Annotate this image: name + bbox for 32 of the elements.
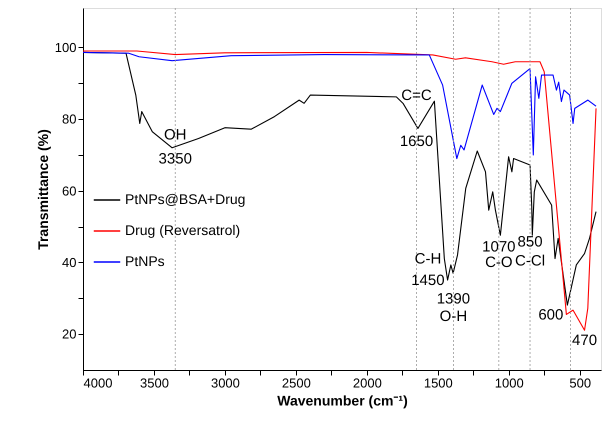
annotation: 1390 xyxy=(436,290,470,308)
annotation: 850 xyxy=(518,234,543,251)
annotation: 600 xyxy=(538,306,564,324)
legend-label: PtNPs@BSA+Drug xyxy=(125,191,246,207)
y-tick-label: 40 xyxy=(62,254,76,270)
y-axis-title: Transmittance (%) xyxy=(34,129,51,250)
legend-label: Drug (Reversatrol) xyxy=(125,222,240,238)
x-tick-label: 1500 xyxy=(424,376,453,390)
x-axis-title: Wavenumber (cm⁻¹) xyxy=(277,392,408,408)
annotation: C-H xyxy=(414,250,442,268)
legend-label: PtNPs xyxy=(125,253,165,269)
y-tick-label: 100 xyxy=(54,40,76,55)
x-tick-label: 4000 xyxy=(84,376,112,390)
annotation: O-H xyxy=(440,308,468,326)
annotation: 1650 xyxy=(400,132,434,150)
annotation: C=C xyxy=(401,87,432,104)
y-tick-label: 80 xyxy=(62,112,76,127)
x-tick-label: 3000 xyxy=(210,376,240,390)
x-tick-label: 1000 xyxy=(494,376,524,390)
annotation: C-O xyxy=(485,254,513,271)
x-tick-label: 500 xyxy=(569,376,592,390)
annotation: 3350 xyxy=(158,150,192,168)
annotation: 1070 xyxy=(482,238,516,256)
annotation: OH xyxy=(164,126,186,144)
y-tick-label: 60 xyxy=(62,183,76,198)
y-tick-label: 20 xyxy=(62,326,76,342)
x-tick-label: 2000 xyxy=(352,376,382,390)
annotation: 1450 xyxy=(411,272,445,290)
x-tick-label: 3500 xyxy=(140,376,169,390)
annotation: C-Cl xyxy=(515,252,546,270)
annotation: 470 xyxy=(572,332,598,350)
x-tick-label: 2500 xyxy=(282,376,311,390)
